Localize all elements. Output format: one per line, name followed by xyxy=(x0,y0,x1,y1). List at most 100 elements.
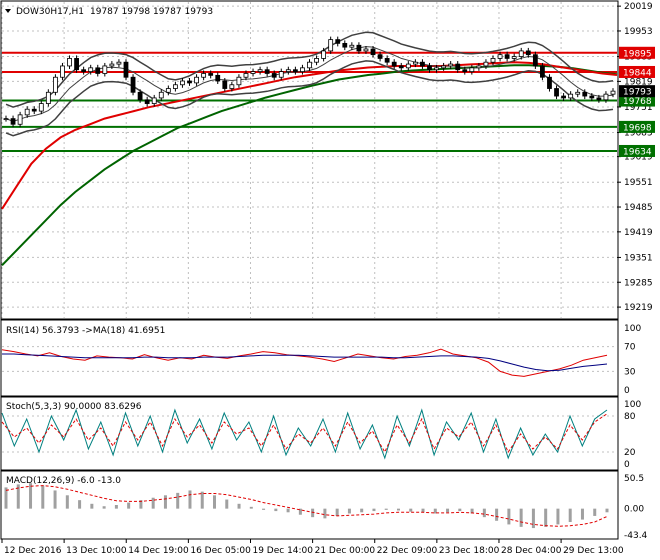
price-level-tag-label: 19768 xyxy=(623,97,652,107)
candle-body xyxy=(405,63,411,69)
candle-body xyxy=(448,63,454,67)
candle-body xyxy=(31,108,37,112)
price-tick-label: 19285 xyxy=(624,278,653,288)
candle-body xyxy=(476,65,482,69)
candle-body xyxy=(342,42,348,48)
price-tick-label: 19751 xyxy=(624,103,653,113)
candle-body xyxy=(603,93,609,101)
candle-body xyxy=(391,61,397,67)
price-tick-label: 19619 xyxy=(624,153,653,163)
time-tick-label: 29 Dec 13:00 xyxy=(563,546,624,556)
price-tick-label: 20019 xyxy=(624,2,653,12)
candle-body xyxy=(455,63,461,71)
macd-tick-label: -43.4 xyxy=(624,531,648,541)
candle-body xyxy=(67,58,72,67)
candle-body xyxy=(462,69,468,72)
candle-body xyxy=(38,103,44,112)
price-tick-label: 19683 xyxy=(624,129,653,139)
candle-body xyxy=(88,67,94,72)
upper-band-line xyxy=(5,31,614,108)
rsi-ma-line xyxy=(2,353,608,372)
candle-body xyxy=(525,50,531,56)
price-level-tag-label: 19844 xyxy=(623,68,652,78)
candle-body xyxy=(201,73,207,78)
indicator-tick-label: 100 xyxy=(624,400,641,410)
candle-body xyxy=(187,80,192,84)
candle-body xyxy=(3,118,9,121)
price-level-tag xyxy=(619,120,655,133)
candle-body xyxy=(363,48,369,52)
stoch-panel[interactable] xyxy=(0,396,619,471)
time-tick-label: 13 Dec 10:00 xyxy=(66,546,127,556)
macd-indicator: 50.5 0.00 -43.4 xyxy=(4,474,648,541)
candle-body xyxy=(412,61,418,65)
candle-body xyxy=(420,61,425,67)
candle-body xyxy=(398,65,404,69)
candle-body xyxy=(554,88,559,97)
candle-body xyxy=(589,95,595,99)
candle-body xyxy=(328,39,334,52)
candle-body xyxy=(102,65,108,74)
symbol-timeframe-label[interactable]: DOW30H17,H1 xyxy=(16,7,84,17)
slow-moving-average-line xyxy=(1,64,618,266)
price-level-tag xyxy=(619,94,655,107)
price-tick-label: 19351 xyxy=(624,253,653,263)
rsi-line xyxy=(1,348,608,377)
price-level-tag xyxy=(619,144,655,157)
candle-body xyxy=(95,67,101,74)
indicator-tick-label: 70 xyxy=(624,343,636,353)
fast-moving-average-line xyxy=(1,61,618,210)
indicator-tick-label: 0 xyxy=(624,386,630,396)
rsi-indicator: 100 70 30 0 xyxy=(1,324,641,396)
candle-body xyxy=(172,84,178,89)
candle-body xyxy=(511,56,517,59)
macd-panel[interactable] xyxy=(0,470,619,540)
macd-label: MACD(12,26,9) -6.0 -13.0 xyxy=(6,476,121,486)
candle-body xyxy=(215,74,221,82)
candle-body xyxy=(384,58,390,63)
candle-body xyxy=(292,69,298,72)
candle-body xyxy=(45,91,51,104)
candle-body xyxy=(300,67,305,72)
rsi-label: RSI(14) 56.3793 ->MA(18) 41.6951 xyxy=(6,326,165,336)
candle-body xyxy=(314,58,319,63)
candle-body xyxy=(116,61,122,65)
candle-body xyxy=(321,50,327,59)
price-tick-label: 19419 xyxy=(624,228,653,238)
candle-body xyxy=(582,91,588,97)
candle-body xyxy=(81,69,87,72)
candle-body xyxy=(377,54,383,59)
macd-tick-label: 50.5 xyxy=(624,474,644,484)
time-tick-label: 21 Dec 00:00 xyxy=(315,546,376,556)
candle-body xyxy=(561,95,566,99)
main-price-panel[interactable] xyxy=(0,0,619,320)
candle-body xyxy=(24,108,30,116)
candle-body xyxy=(490,58,496,63)
current-price-tag-label: 19793 xyxy=(623,88,652,98)
macd-signal-line xyxy=(5,485,608,527)
candle-body xyxy=(610,90,616,95)
time-axis: 12 Dec 2016 13 Dec 10:00 14 Dec 19:00 16 De… xyxy=(1,539,624,556)
candle-body xyxy=(236,76,242,86)
stoch-d-line xyxy=(1,413,608,454)
candle-body xyxy=(356,44,362,52)
candle-body xyxy=(151,97,157,104)
candle-body xyxy=(194,76,199,84)
current-price-tag xyxy=(619,85,655,98)
candle-body xyxy=(158,91,164,99)
candle-body xyxy=(109,63,115,67)
symbol-dropdown-triangle-icon[interactable] xyxy=(5,9,11,13)
price-axis: 2001919953198851981919751196831961919551… xyxy=(617,2,655,313)
candle-body xyxy=(137,91,143,101)
candle-body xyxy=(307,61,312,69)
time-tick-label: 14 Dec 19:00 xyxy=(128,546,189,556)
price-tick-label: 19485 xyxy=(624,203,653,213)
stoch-label: Stoch(5,3,3) 90.0000 83.6296 xyxy=(6,402,142,412)
candle-body xyxy=(427,65,432,71)
candle-body xyxy=(596,97,602,101)
price-tick-label: 19551 xyxy=(624,178,653,188)
time-tick-label: 12 Dec 2016 xyxy=(4,546,62,556)
price-tick-label: 19953 xyxy=(624,27,653,37)
